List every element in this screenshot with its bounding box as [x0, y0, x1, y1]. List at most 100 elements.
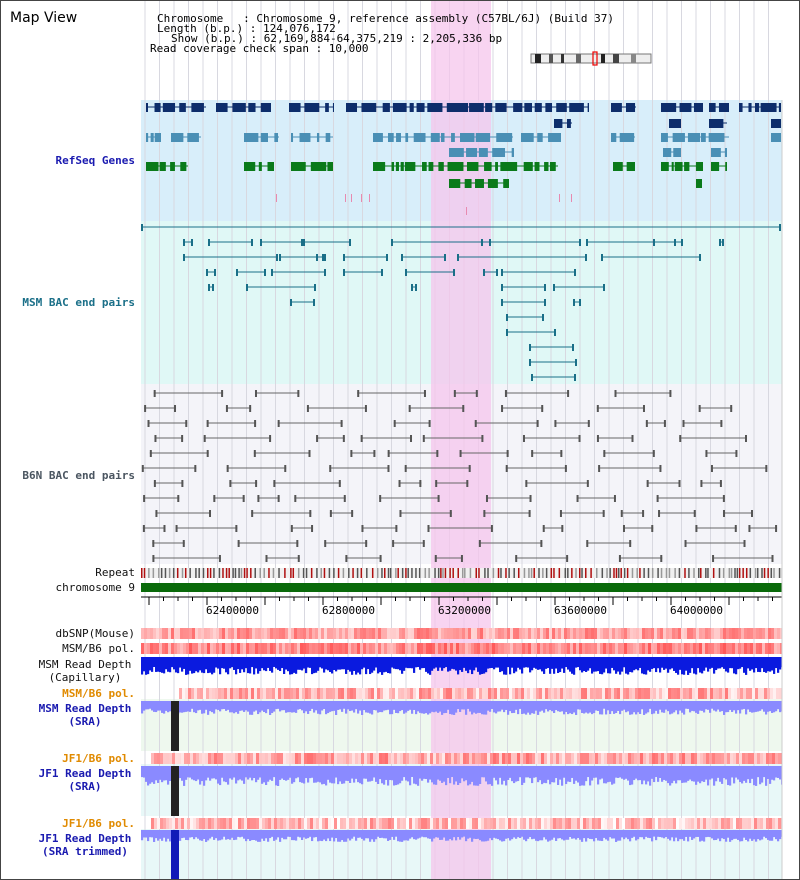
jf1-depth-sra-bar — [719, 766, 722, 782]
msm-depth-sra-bar — [379, 701, 382, 713]
msm-depth-sra-bar — [541, 701, 544, 711]
msm-depth-sra-bar — [449, 701, 452, 715]
track-label-jf1-b6-pol-2[interactable]: JF1/B6 pol. — [62, 817, 135, 830]
track-label-msm-b6-pol-1[interactable]: MSM/B6 pol. — [62, 642, 135, 655]
msm-depth-cap-bar — [425, 657, 428, 672]
jf1-depth-trim-bar — [413, 830, 416, 840]
jf1-depth-sra-bar — [633, 766, 636, 781]
dbsnp-heat-cell — [723, 628, 727, 639]
msm-depth-sra-bar — [707, 701, 710, 710]
msm-depth-sra-bar — [419, 701, 422, 713]
jf1-b6-pol-heat-cell — [190, 818, 194, 829]
track-label-msm-bac[interactable]: MSM BAC end pairs — [22, 296, 135, 309]
msm-depth-sra-bar — [643, 701, 646, 715]
msm-depth-cap-bar — [387, 657, 390, 674]
jf1-b6-pol-heat-cell — [520, 753, 524, 764]
b6n-end — [566, 555, 569, 562]
dbsnp-heat-cell — [159, 628, 163, 639]
jf1-depth-sra-bar — [393, 766, 396, 786]
track-label-dbsnp[interactable]: dbSNP(Mouse) — [55, 627, 135, 640]
msm-b6-pol-heat-cell — [323, 688, 327, 699]
track-label-repeat[interactable]: Repeat — [95, 566, 135, 579]
bac-end — [324, 269, 326, 276]
msm-b6-pol-heat-cell — [510, 643, 514, 654]
jf1-depth-sra-bar — [425, 766, 428, 780]
msm-b6-pol-heat-cell — [276, 643, 280, 654]
jf1-depth-trim-bar — [427, 830, 430, 839]
repeat-element — [674, 568, 676, 578]
dbsnp-heat-cell — [213, 628, 217, 639]
jf1-b6-pol-heat-cell — [307, 753, 311, 764]
jf1-depth-trim-bar — [287, 830, 290, 837]
gene-exon — [159, 162, 166, 171]
track-label-jf1-b6-pol-1[interactable]: JF1/B6 pol. — [62, 752, 135, 765]
msm-b6-pol-heat-cell — [626, 688, 630, 699]
track-label-jf1-depth-trim[interactable]: JF1 Read Depth — [38, 832, 132, 845]
jf1-b6-pol-heat-cell — [328, 818, 332, 829]
msm-depth-cap-bar — [167, 657, 170, 672]
msm-depth-cap-bar — [511, 657, 514, 668]
msm-b6-pol-heat-cell — [348, 643, 352, 654]
jf1-depth-trim-bar — [417, 830, 420, 839]
jf1-depth-sra-bar — [665, 766, 668, 781]
jf1-b6-pol-heat-cell — [724, 753, 728, 764]
msm-depth-cap-bar — [531, 657, 534, 671]
msm-depth-sra-bar — [277, 701, 280, 709]
msm-depth-sra-bar — [321, 701, 324, 711]
jf1-depth-trim-bar — [197, 830, 200, 839]
jf1-b6-pol-heat-cell — [400, 818, 404, 829]
dbsnp-heat-cell — [201, 628, 205, 639]
msm-depth-sra-bar — [523, 701, 526, 714]
msm-b6-pol-heat-cell — [347, 688, 351, 699]
jf1-b6-pol-heat-cell — [199, 753, 203, 764]
msm-b6-pol-heat-cell — [443, 688, 447, 699]
msm-depth-cap-bar — [177, 657, 180, 674]
jf1-depth-sra-bar — [529, 766, 532, 779]
jf1-depth-trim-bar — [433, 830, 436, 839]
jf1-b6-pol-heat-cell — [295, 753, 299, 764]
track-label-msm-depth-cap[interactable]: MSM Read Depth — [38, 658, 132, 671]
track-label-jf1-depth-sra[interactable]: JF1 Read Depth — [38, 767, 132, 780]
jf1-depth-trim-bar — [523, 830, 526, 840]
msm-b6-pol-heat-cell — [494, 688, 498, 699]
jf1-depth-sra-bar — [337, 766, 340, 785]
jf1-depth-trim-bar — [481, 830, 484, 842]
msm-depth-sra-bar — [443, 701, 446, 714]
jf1-b6-pol-heat-cell — [244, 818, 248, 829]
repeat-element — [148, 568, 150, 578]
msm-depth-cap-bar — [739, 657, 742, 669]
dbsnp-heat-cell — [555, 628, 559, 639]
jf1-depth-trim-bar — [415, 830, 418, 840]
msm-depth-cap-bar — [457, 657, 460, 675]
dbsnp-heat-cell — [330, 628, 334, 639]
gene-exon — [244, 162, 256, 171]
jf1-depth-trim-bar — [469, 830, 472, 838]
track-label-b6n-bac[interactable]: B6N BAC end pairs — [22, 469, 135, 482]
track-label-refseq-genes[interactable]: RefSeq Genes — [55, 154, 135, 167]
track-label-msm-depth-sra[interactable]: MSM Read Depth — [38, 702, 132, 715]
msm-depth-cap-bar — [563, 657, 566, 673]
jf1-depth-trim-bar — [271, 830, 274, 837]
jf1-depth-trim-bar — [667, 830, 670, 839]
jf1-depth-sra-bar — [323, 766, 326, 784]
jf1-depth-sra-bar — [555, 766, 558, 779]
msm-depth-cap-bar — [669, 657, 672, 670]
track-label-msm-b6-pol-2[interactable]: MSM/B6 pol. — [62, 687, 135, 700]
msm-depth-sra-bar — [361, 701, 364, 715]
jf1-depth-sra-bar — [431, 766, 434, 783]
jf1-depth-trim-bar — [431, 830, 434, 842]
msm-depth-cap-bar — [773, 657, 776, 674]
msm-b6-pol-heat-cell — [558, 643, 562, 654]
dbsnp-heat-cell — [291, 628, 295, 639]
jf1-depth-trim-bar — [677, 830, 680, 842]
b6n-end — [153, 390, 156, 397]
gene-exon — [187, 133, 199, 142]
msm-b6-pol-heat-cell — [357, 643, 361, 654]
msm-depth-sra-bar — [239, 701, 242, 711]
msm-depth-sra-bar — [235, 701, 238, 713]
msm-b6-pol-heat-cell — [629, 688, 633, 699]
jf1-b6-pol-heat-cell — [505, 818, 509, 829]
bac-end — [699, 254, 701, 261]
dbsnp-heat-cell — [606, 628, 610, 639]
